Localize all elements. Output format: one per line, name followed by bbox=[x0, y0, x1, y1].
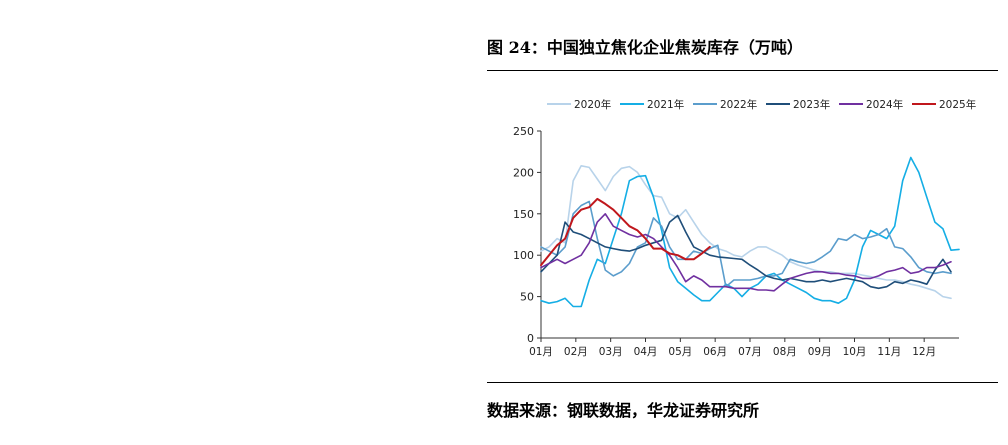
x-tick-label: 06月 bbox=[703, 346, 727, 358]
legend-item: 2023年 bbox=[766, 98, 830, 111]
y-tick-label: 50 bbox=[520, 291, 534, 304]
data-source: 数据来源：钢联数据，华龙证券研究所 bbox=[487, 401, 760, 420]
y-tick-label: 150 bbox=[513, 208, 534, 221]
legend-label: 2022年 bbox=[720, 98, 757, 111]
x-tick-label: 10月 bbox=[843, 346, 867, 358]
x-tick-label: 03月 bbox=[599, 346, 623, 358]
y-tick-label: 200 bbox=[513, 166, 534, 179]
x-tick-label: 09月 bbox=[808, 346, 832, 358]
y-axis: 0 50 100 150 200 250 bbox=[513, 125, 542, 345]
series-line-2023年 bbox=[540, 214, 952, 290]
series-line-2024年 bbox=[540, 213, 952, 292]
x-tick-label: 05月 bbox=[668, 346, 692, 358]
series-line-2021年 bbox=[540, 156, 960, 308]
legend-label: 2025年 bbox=[939, 98, 976, 111]
x-tick-label: 04月 bbox=[634, 346, 658, 358]
legend-item: 2021年 bbox=[620, 98, 684, 111]
legend-item: 2020年 bbox=[547, 98, 611, 111]
x-tick-label: 12月 bbox=[912, 346, 936, 358]
y-tick-label: 250 bbox=[513, 125, 534, 138]
legend-item: 2024年 bbox=[839, 98, 903, 111]
legend-label: 2020年 bbox=[574, 98, 611, 111]
figure-title: 图 24：中国独立焦化企业焦炭库存（万吨） bbox=[487, 38, 803, 57]
x-tick-label: 07月 bbox=[738, 346, 762, 358]
legend-item: 2025年 bbox=[912, 98, 976, 111]
x-axis: 01月 02月 03月 04月 05月 06月 07月 08月 09月 10月 11月 12月 bbox=[529, 337, 959, 358]
legend-label: 2024年 bbox=[866, 98, 903, 111]
y-tick-label: 0 bbox=[527, 332, 534, 345]
series-line-2020年 bbox=[540, 165, 952, 300]
series-line-2025年 bbox=[540, 197, 711, 267]
x-tick-label: 11月 bbox=[877, 346, 901, 358]
x-tick-label: 01月 bbox=[529, 346, 553, 358]
legend-label: 2021年 bbox=[647, 98, 684, 111]
title-rule bbox=[487, 70, 998, 71]
chart-legend: 2020年 2021年 2022年 2023年 2024年 2025年 bbox=[547, 98, 976, 111]
line-chart: 2020年 2021年 2022年 2023年 2024年 2025年 0 50 100 150… bbox=[513, 98, 976, 358]
x-tick-label: 08月 bbox=[773, 346, 797, 358]
y-tick-label: 100 bbox=[513, 249, 534, 262]
legend-item: 2022年 bbox=[693, 98, 757, 111]
plot-area bbox=[540, 156, 960, 308]
source-rule bbox=[487, 382, 998, 383]
series-line-2022年 bbox=[540, 200, 952, 288]
legend-label: 2023年 bbox=[793, 98, 830, 111]
x-tick-label: 02月 bbox=[564, 346, 588, 358]
